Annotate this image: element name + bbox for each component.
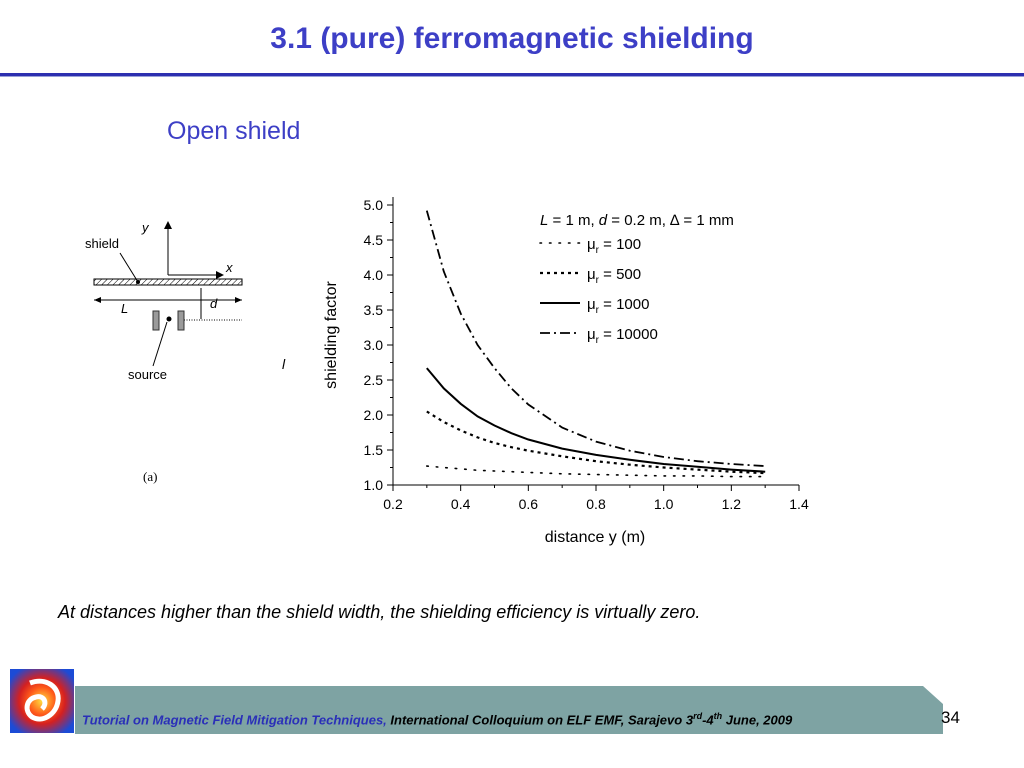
source-conductor-left xyxy=(152,310,160,331)
y-tick-label: 2.5 xyxy=(364,372,384,388)
x-tick-label: 0.6 xyxy=(519,496,539,512)
slide-caption: At distances higher than the shield widt… xyxy=(58,602,701,622)
y-axis-title: shielding factor xyxy=(323,281,340,389)
legend-title-L: L xyxy=(540,212,548,229)
shield-pointer xyxy=(119,252,139,283)
y-tick-label: 4.5 xyxy=(364,232,384,248)
footer-colloquium: International Colloquium on ELF EMF, Sar… xyxy=(386,712,694,728)
legend-title-part2: = 0.2 m, ∆ = 1 mm xyxy=(607,212,734,229)
footer-text: Tutorial on Magnetic Field Mitigation Te… xyxy=(82,711,792,727)
legend-title: L = 1 m, d = 0.2 m, ∆ = 1 mm xyxy=(540,212,734,229)
page-number: 34 xyxy=(941,708,960,727)
legend-label-4: μr = 10000 xyxy=(587,326,658,346)
y-tick-label: 1.5 xyxy=(364,442,384,458)
footer-tutorial-title: Tutorial on Magnetic Field Mitigation Te… xyxy=(82,712,387,728)
x-tick-label: 1.2 xyxy=(722,496,742,512)
L-left-arrowhead xyxy=(94,297,101,303)
source-center-dot xyxy=(166,316,172,322)
footer-date-rest: June, 2009 xyxy=(722,712,793,728)
slide-subtitle: Open shield xyxy=(167,117,301,145)
legend-label-1: μr = 100 xyxy=(587,236,641,256)
footer-sup-rd: rd xyxy=(693,711,703,721)
L-right-arrowhead xyxy=(235,297,242,303)
chart-legend: μr = 100 μr = 500 μr = 1000 μr = 10000 xyxy=(539,236,658,346)
d-label: d xyxy=(210,296,218,311)
y-tick-label: 5.0 xyxy=(364,197,384,213)
x-tick-label: 1.0 xyxy=(654,496,674,512)
footer-date-dash: -4 xyxy=(702,712,714,728)
L-label: L xyxy=(121,301,128,316)
legend-label-2: μr = 500 xyxy=(587,266,641,286)
x-tick-label: 0.4 xyxy=(451,496,471,512)
x-axis-title: distance y (m) xyxy=(545,529,645,546)
slide-title: 3.1 (pure) ferromagnetic shielding xyxy=(270,22,754,55)
footer-band xyxy=(75,686,943,734)
y-label: y xyxy=(141,220,150,235)
footer-sup-th: th xyxy=(713,711,723,721)
legend-label-3: μr = 1000 xyxy=(587,296,649,316)
chart-series xyxy=(425,210,766,478)
y-tick-label: 3.0 xyxy=(364,337,384,353)
series-line-3 xyxy=(426,367,766,473)
shield-geometry-diagram: y x shield L d source xyxy=(85,220,243,382)
source-conductor-right xyxy=(177,310,185,331)
y-tick-label: 1.0 xyxy=(364,477,384,493)
shield-center-dot xyxy=(136,280,140,284)
series-line-2 xyxy=(426,410,766,475)
x-label: x xyxy=(225,260,233,275)
y-tick-label: 2.0 xyxy=(364,407,384,423)
legend-title-part1: = 1 m, xyxy=(548,212,598,229)
x-tick-label: 0.2 xyxy=(383,496,403,512)
legend-title-d: d xyxy=(599,212,608,229)
series-line-1 xyxy=(426,465,766,478)
y-tick-label: 4.0 xyxy=(364,267,384,283)
title-divider-shadow xyxy=(0,76,1024,77)
source-pointer xyxy=(152,321,168,367)
shield-label: shield xyxy=(85,236,119,251)
x-tick-label: 1.4 xyxy=(789,496,809,512)
chart-axes: 0.2 0.4 0.6 0.8 1.0 1.2 1.4 1.0 1.5 2.0 2.5 3.0 3.5 4… xyxy=(364,197,809,512)
stray-axis-label: l xyxy=(282,356,286,372)
source-label: source xyxy=(128,367,167,382)
shield-plate xyxy=(93,278,243,286)
x-tick-label: 0.8 xyxy=(586,496,606,512)
figure-label: (a) xyxy=(143,469,158,484)
title-divider xyxy=(0,73,1024,76)
series-line-4 xyxy=(425,210,766,467)
shielding-factor-chart: 0.2 0.4 0.6 0.8 1.0 1.2 1.4 1.0 1.5 2.0 2.5 3.0 3.5 4… xyxy=(323,197,809,546)
y-tick-label: 3.5 xyxy=(364,302,384,318)
conference-logo-icon xyxy=(10,669,74,733)
